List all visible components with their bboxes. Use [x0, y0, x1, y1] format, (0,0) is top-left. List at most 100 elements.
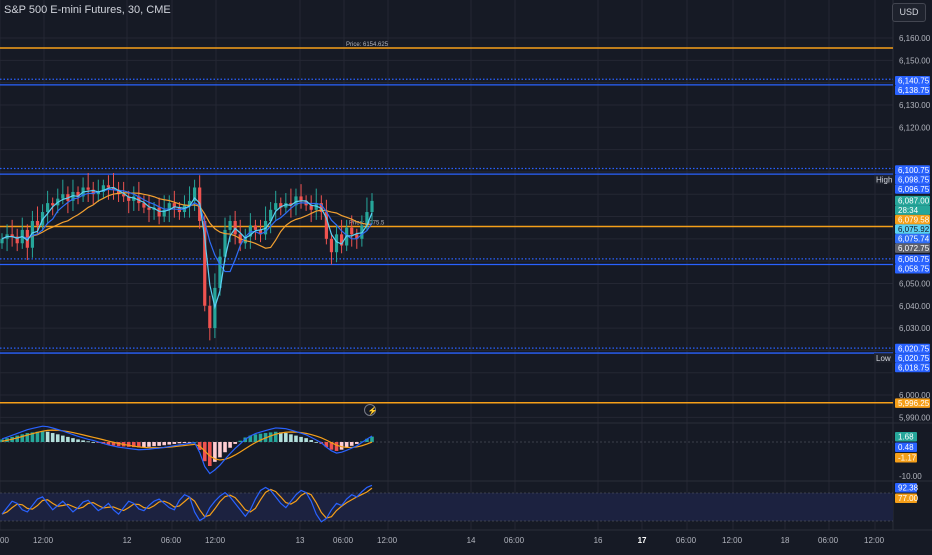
macd-bar	[284, 433, 288, 442]
macd-bar	[66, 436, 70, 442]
stoch-label-text: 92.38	[898, 484, 919, 493]
macd-label-bg	[895, 453, 917, 463]
candle-body	[284, 203, 288, 208]
candle-body	[253, 225, 258, 230]
price-label-text: 6,140.75	[898, 77, 930, 86]
macd-bar	[111, 442, 116, 446]
macd-bar	[339, 442, 344, 450]
candle-body	[167, 203, 171, 210]
ma-cyan-line	[1, 186, 373, 310]
price-label-bg	[895, 353, 930, 363]
price-tick-label: 6,150.00	[899, 56, 931, 65]
candle-body	[339, 234, 344, 246]
price-label-bg	[895, 263, 930, 274]
macd-bar	[334, 442, 339, 451]
candle-body	[76, 191, 80, 197]
price-tag-bg	[874, 174, 894, 185]
macd-bar	[349, 442, 354, 446]
ma-orange-line	[1, 192, 372, 249]
price-label-text: 6,060.75	[898, 255, 930, 264]
macd-bar	[71, 438, 75, 442]
candle-body	[10, 234, 14, 237]
macd-tick: -10.00	[899, 472, 922, 481]
macd-bar	[324, 442, 329, 448]
time-tick-label: 06:00	[333, 536, 354, 545]
macd-bar	[20, 434, 25, 442]
candle-body	[299, 196, 303, 201]
macd-bar	[223, 442, 227, 453]
candle-body	[329, 238, 334, 253]
candle-body	[0, 238, 4, 244]
macd-bar	[304, 438, 308, 442]
price-label-text: 6,138.75	[898, 86, 930, 95]
candle-body	[172, 203, 176, 208]
macd-bar	[354, 442, 359, 444]
macd-bar	[208, 442, 212, 466]
price-label-text: 6,020.75	[898, 354, 930, 363]
price-label-text: 6,087.00	[898, 196, 930, 205]
candle-body	[106, 185, 111, 188]
price-label-bg	[895, 195, 930, 206]
macd-bar	[370, 436, 374, 442]
macd-bar	[116, 442, 121, 447]
macd-bar	[25, 433, 30, 442]
price-tick-label: 6,160.00	[899, 34, 931, 43]
macd-line	[1, 425, 373, 475]
macd-bar	[294, 435, 298, 442]
price-label-bg	[895, 398, 930, 408]
time-tick-label: 06:00	[161, 536, 182, 545]
macd-bar	[344, 442, 349, 448]
macd-bar	[172, 442, 177, 444]
price-label-text: 6,075.92	[898, 225, 930, 234]
price-tick-label: 5,990.00	[899, 413, 931, 422]
candle-body	[355, 234, 359, 239]
macd-bar	[40, 431, 45, 442]
time-tick-label: 06:00	[676, 536, 697, 545]
macd-bar	[309, 440, 313, 442]
symbol-title[interactable]: S&P 500 E-mini Futures, 30, CME	[4, 4, 171, 16]
price-tag-text: Low	[876, 354, 891, 363]
time-tick-label: 12:00	[205, 536, 226, 545]
macd-bar	[35, 431, 40, 442]
price-label-bg	[895, 85, 930, 95]
candle-body	[91, 189, 95, 195]
macd-bar	[177, 442, 182, 444]
lightning-glyph: ⚡	[368, 406, 378, 416]
macd-bar	[162, 442, 166, 446]
macd-bar	[299, 436, 303, 442]
currency-button[interactable]: USD	[892, 3, 926, 22]
candle-body	[86, 187, 90, 190]
price-label-text: 6,098.75	[898, 175, 930, 184]
candle-body	[96, 191, 100, 195]
candle-body	[294, 196, 298, 206]
candle-body	[147, 207, 151, 210]
candle-body	[248, 225, 252, 237]
lightning-icon	[364, 404, 376, 416]
macd-bar	[314, 442, 319, 443]
time-tick-label: 12:00	[377, 536, 398, 545]
price-label-bg	[895, 362, 930, 373]
macd-bar	[106, 442, 111, 445]
macd-bar	[253, 434, 258, 442]
macd-bar	[81, 440, 85, 442]
price-label-bg	[895, 205, 930, 215]
macd-label-bg	[895, 442, 917, 452]
candle-body	[142, 203, 146, 208]
macd-bar	[167, 442, 172, 445]
macd-bar	[213, 442, 217, 462]
macd-bar	[15, 435, 20, 442]
time-tick-label: 16	[594, 536, 603, 545]
candle-body	[350, 227, 354, 235]
macd-bar	[50, 433, 55, 442]
price-label-bg	[895, 254, 930, 264]
level-label: Price: 6154.625	[346, 42, 389, 48]
price-label-text: 6,096.75	[898, 185, 930, 194]
macd-bar	[55, 434, 60, 442]
price-label-text: 6,020.75	[898, 344, 930, 353]
price-tag-bg	[874, 353, 894, 363]
macd-bar	[228, 442, 232, 448]
macd-label-text: 1.68	[898, 433, 914, 442]
candle-body	[258, 229, 263, 235]
candle-body	[365, 212, 369, 226]
